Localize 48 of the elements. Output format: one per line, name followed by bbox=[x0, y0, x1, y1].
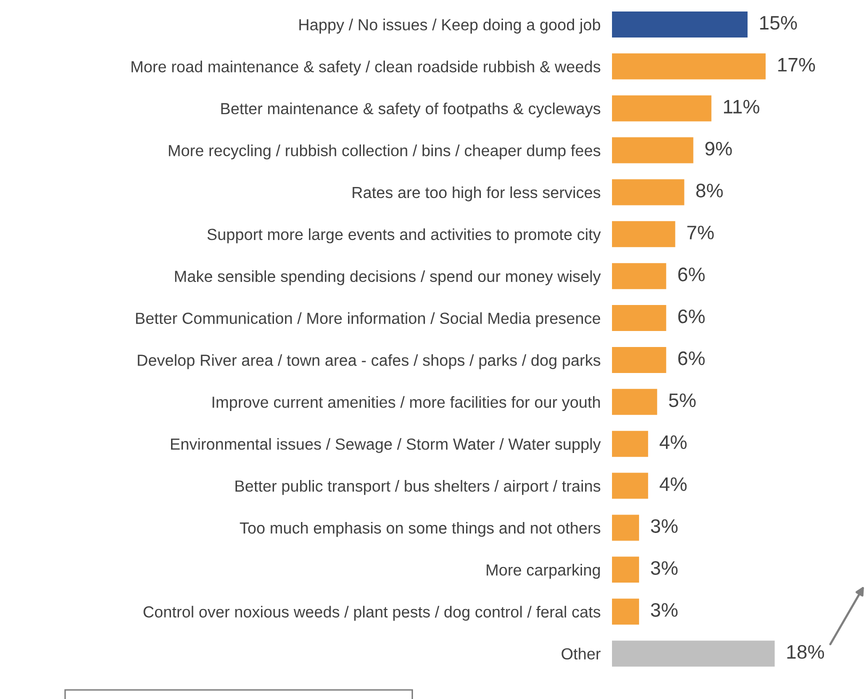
bar bbox=[612, 556, 640, 583]
y-tick-label: Support more large events and activities to promote city bbox=[207, 228, 601, 244]
data-label: 3% bbox=[650, 561, 678, 575]
y-tick-label: Rates are too high for less services bbox=[352, 186, 600, 202]
bar bbox=[612, 388, 658, 415]
data-label: 8% bbox=[696, 184, 723, 198]
y-tick-label: Too much emphasis on some things and not others bbox=[240, 522, 600, 537]
y-tick-label: More carparking bbox=[486, 564, 600, 579]
bar bbox=[612, 263, 666, 290]
data-label: 17% bbox=[778, 58, 815, 72]
data-label: 6% bbox=[678, 309, 705, 324]
bar bbox=[612, 221, 676, 248]
y-tick-label: Make sensible spending decisions / spend our money wisely bbox=[175, 270, 601, 286]
data-label: 6% bbox=[678, 351, 705, 366]
data-label: 3% bbox=[650, 519, 678, 533]
y-tick-label: Better maintenance & safety of footpaths & cycleways bbox=[221, 102, 600, 118]
bar bbox=[612, 11, 748, 38]
bar bbox=[612, 137, 694, 164]
y-tick-label: Develop River area / town area - cafes / shops / parks / dog parks bbox=[138, 354, 600, 370]
y-tick-label: Other bbox=[562, 648, 601, 660]
bar bbox=[612, 305, 666, 332]
bar bbox=[612, 514, 640, 541]
data-label: 9% bbox=[705, 142, 732, 156]
y-tick-label: Environmental issues / Sewage / Storm Water / Water supply bbox=[171, 438, 601, 453]
bar bbox=[612, 95, 712, 122]
bar bbox=[612, 53, 766, 80]
data-label: 6% bbox=[678, 268, 705, 282]
bar bbox=[612, 179, 684, 206]
y-tick-label: Better Communication / More information / Social Media presence bbox=[136, 312, 600, 328]
bar bbox=[612, 430, 648, 457]
data-label: 15% bbox=[760, 16, 797, 30]
bar bbox=[612, 598, 640, 625]
data-label: 3% bbox=[650, 603, 678, 617]
data-label: 11% bbox=[724, 100, 760, 114]
y-tick-label: More road maintenance & safety / clean roadside rubbish & weeds bbox=[132, 60, 600, 76]
data-label: 18% bbox=[787, 645, 824, 659]
y-tick-label: Improve current amenities / more facilities for our youth bbox=[212, 396, 600, 412]
y-tick-label: Better public transport / bus shelters / airport / trains bbox=[236, 480, 600, 495]
data-label: 4% bbox=[660, 477, 687, 491]
y-tick-label: Control over noxious weeds / plant pests / dog control / feral cats bbox=[144, 606, 600, 621]
bar bbox=[612, 640, 775, 667]
data-label: 7% bbox=[687, 226, 714, 240]
y-tick-label: More recycling / rubbish collection / bins / cheaper dump fees bbox=[168, 144, 600, 160]
bar bbox=[612, 472, 648, 499]
data-label: 4% bbox=[660, 435, 687, 450]
bar bbox=[612, 346, 666, 373]
data-label: 5% bbox=[669, 393, 696, 408]
y-tick-label: Happy / No issues / Keep doing a good job bbox=[299, 18, 600, 34]
